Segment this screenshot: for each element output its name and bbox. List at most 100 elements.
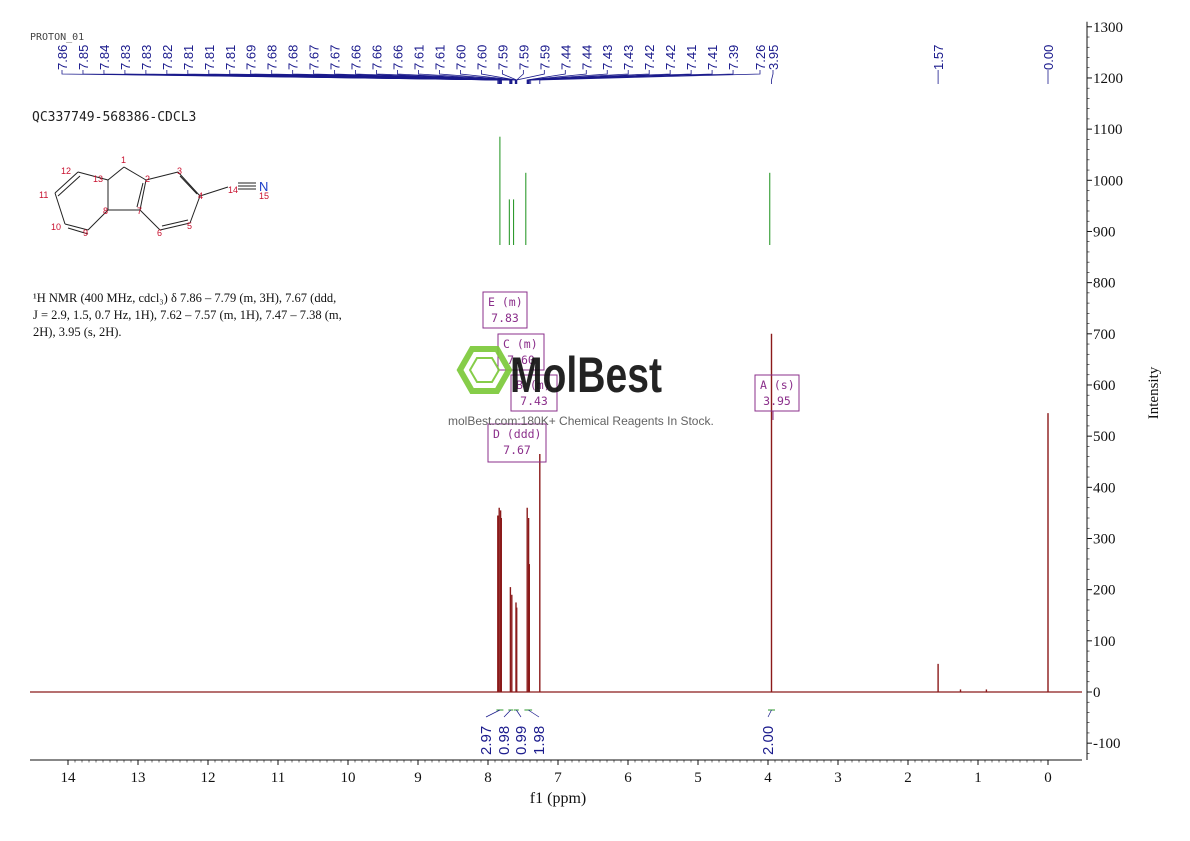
multiplet-box: B (m) 7.43 xyxy=(510,374,558,412)
y-tick-label: 200 xyxy=(1093,583,1116,599)
multiplet-label: B (m) xyxy=(516,378,551,392)
multiplet-shift: 7.43 xyxy=(520,394,548,408)
watermark-tagline: molBest.com:180K+ Chemical Reagents In S… xyxy=(448,414,714,428)
peak-label: 0.00 xyxy=(1041,45,1056,84)
peak-label-leader xyxy=(334,70,512,84)
peak-label-text: 7.81 xyxy=(202,45,217,70)
peak-label: 7.44 xyxy=(526,45,594,84)
peak-label-leader xyxy=(397,70,513,84)
x-tick-label: 1 xyxy=(974,770,982,786)
peak-label-leader xyxy=(527,70,629,84)
peak-label-text: 7.86 xyxy=(55,45,70,70)
multiplet-shift: 7.67 xyxy=(503,443,531,457)
x-tick-label: 8 xyxy=(484,770,492,786)
peak-label-text: 7.61 xyxy=(432,45,447,70)
peak-label-leader xyxy=(516,70,524,84)
peak-label-text: 7.67 xyxy=(328,45,343,70)
peak-label-text: 7.83 xyxy=(118,45,133,70)
multiplet-shift: 7.83 xyxy=(491,311,519,325)
atom-label-3: 3 xyxy=(177,166,182,176)
y-tick-label: 1000 xyxy=(1093,173,1123,189)
peak-label-text: 7.81 xyxy=(181,45,196,70)
peak-label-text: 7.69 xyxy=(244,45,259,70)
atom-label-13: 13 xyxy=(93,174,103,184)
x-tick-label: 11 xyxy=(271,770,285,786)
integral-leader xyxy=(503,709,512,718)
integral-markers: 2.97 0.98 0.99 1.98 2.00 xyxy=(478,709,777,755)
peak-label-text: 7.68 xyxy=(286,45,301,70)
y-tick-label: 0 xyxy=(1093,685,1101,701)
integral-curves xyxy=(499,136,771,245)
peak-label-leader xyxy=(516,70,545,84)
spectrum-trace xyxy=(30,333,1082,693)
nitrogen-label: N xyxy=(259,179,268,194)
nmr-description-line-3: 2H), 3.95 (s, 2H). xyxy=(33,325,122,339)
integral-marker: 1.98 xyxy=(524,709,548,755)
y-tick-label: 800 xyxy=(1093,276,1116,292)
peak-label-leader xyxy=(526,70,587,84)
peak-label-text: 7.43 xyxy=(600,45,615,70)
peak-label: 1.57 xyxy=(931,45,946,84)
x-tick-label: 6 xyxy=(624,770,632,786)
watermark-brand: MolBest xyxy=(510,347,662,403)
peak-label-text: 7.44 xyxy=(579,45,594,70)
peak-label: 7.67 xyxy=(328,45,512,84)
peak-label-leader xyxy=(530,70,734,84)
integral-leader xyxy=(516,709,522,718)
integral-marker: 0.99 xyxy=(513,709,530,755)
integral-leader xyxy=(485,709,501,718)
nmr-description-line-2: J = 2.9, 1.5, 0.7 Hz, 1H), 7.62 – 7.57 (… xyxy=(33,308,342,322)
peak-label: 7.42 xyxy=(528,45,678,84)
multiplet-label: A (s) xyxy=(760,378,795,392)
peak-label-text: 7.26 xyxy=(753,45,768,70)
peak-label-text: 7.81 xyxy=(223,45,238,70)
integral-value: 2.97 xyxy=(478,726,495,755)
peak-label-text: 7.60 xyxy=(474,45,489,70)
y-tick-label: 1300 xyxy=(1093,20,1123,36)
multiplet-box: A (s) 3.95 xyxy=(754,374,800,412)
peak-label-text: 7.39 xyxy=(726,45,741,70)
x-tick-label: 14 xyxy=(61,770,77,786)
x-tick-label: 4 xyxy=(764,770,772,786)
peak-label: 7.59 xyxy=(516,45,552,84)
peak-label-leader xyxy=(439,70,516,84)
peak-label-leader xyxy=(481,70,517,84)
atom-label-15: 15 xyxy=(259,191,269,201)
peak-label-text: 7.82 xyxy=(160,45,175,70)
y-tick-label: 900 xyxy=(1093,224,1116,240)
atom-label-2: 2 xyxy=(145,174,150,184)
watermark: MolBest molBest.com:180K+ Chemical Reage… xyxy=(448,346,714,428)
multiplet-shift: 7.60 xyxy=(507,353,535,367)
peak-label-text: 7.42 xyxy=(642,45,657,70)
y-tick-label: 100 xyxy=(1093,634,1116,650)
hexagon-logo-icon xyxy=(456,346,513,394)
multiplet-frame xyxy=(487,423,547,463)
y-tick-label: 300 xyxy=(1093,531,1116,547)
x-tick-label: 13 xyxy=(131,770,146,786)
multiplet-frame xyxy=(754,374,800,412)
peak-label-text: 3.95 xyxy=(766,45,781,70)
nmr-description-line-1: ¹H NMR (400 MHz, cdcl₃) δ 7.86 – 7.79 (m… xyxy=(33,291,337,305)
peak-label: 7.61 xyxy=(432,45,516,84)
atom-label-1: 1 xyxy=(121,155,126,165)
integral-value: 2.00 xyxy=(760,726,777,755)
peak-label-text: 7.44 xyxy=(558,45,573,70)
peak-label-text: 7.66 xyxy=(349,45,364,70)
multiplet-box: D (ddd) 7.67 xyxy=(487,423,547,463)
peak-label-text: 7.41 xyxy=(684,45,699,70)
peak-label-text: 7.60 xyxy=(453,45,468,70)
peak-label: 7.39 xyxy=(530,45,741,84)
integral-value: 0.98 xyxy=(496,726,513,755)
atom-label-14: 14 xyxy=(228,185,238,195)
atom-label-10: 10 xyxy=(51,222,61,232)
peak-label-leader xyxy=(771,70,774,84)
x-tick-label: 7 xyxy=(554,770,562,786)
y-tick-label: -100 xyxy=(1093,736,1121,752)
peak-label-text: 0.00 xyxy=(1041,45,1056,70)
peak-label-text: 7.59 xyxy=(495,45,510,70)
peak-label-text: 7.85 xyxy=(76,45,91,70)
peak-label-leader xyxy=(528,70,671,84)
sample-id: QC337749-568386-CDCL3 xyxy=(32,110,196,125)
atom-label-9: 9 xyxy=(83,228,88,238)
multiplet-shift: 3.95 xyxy=(763,394,791,408)
